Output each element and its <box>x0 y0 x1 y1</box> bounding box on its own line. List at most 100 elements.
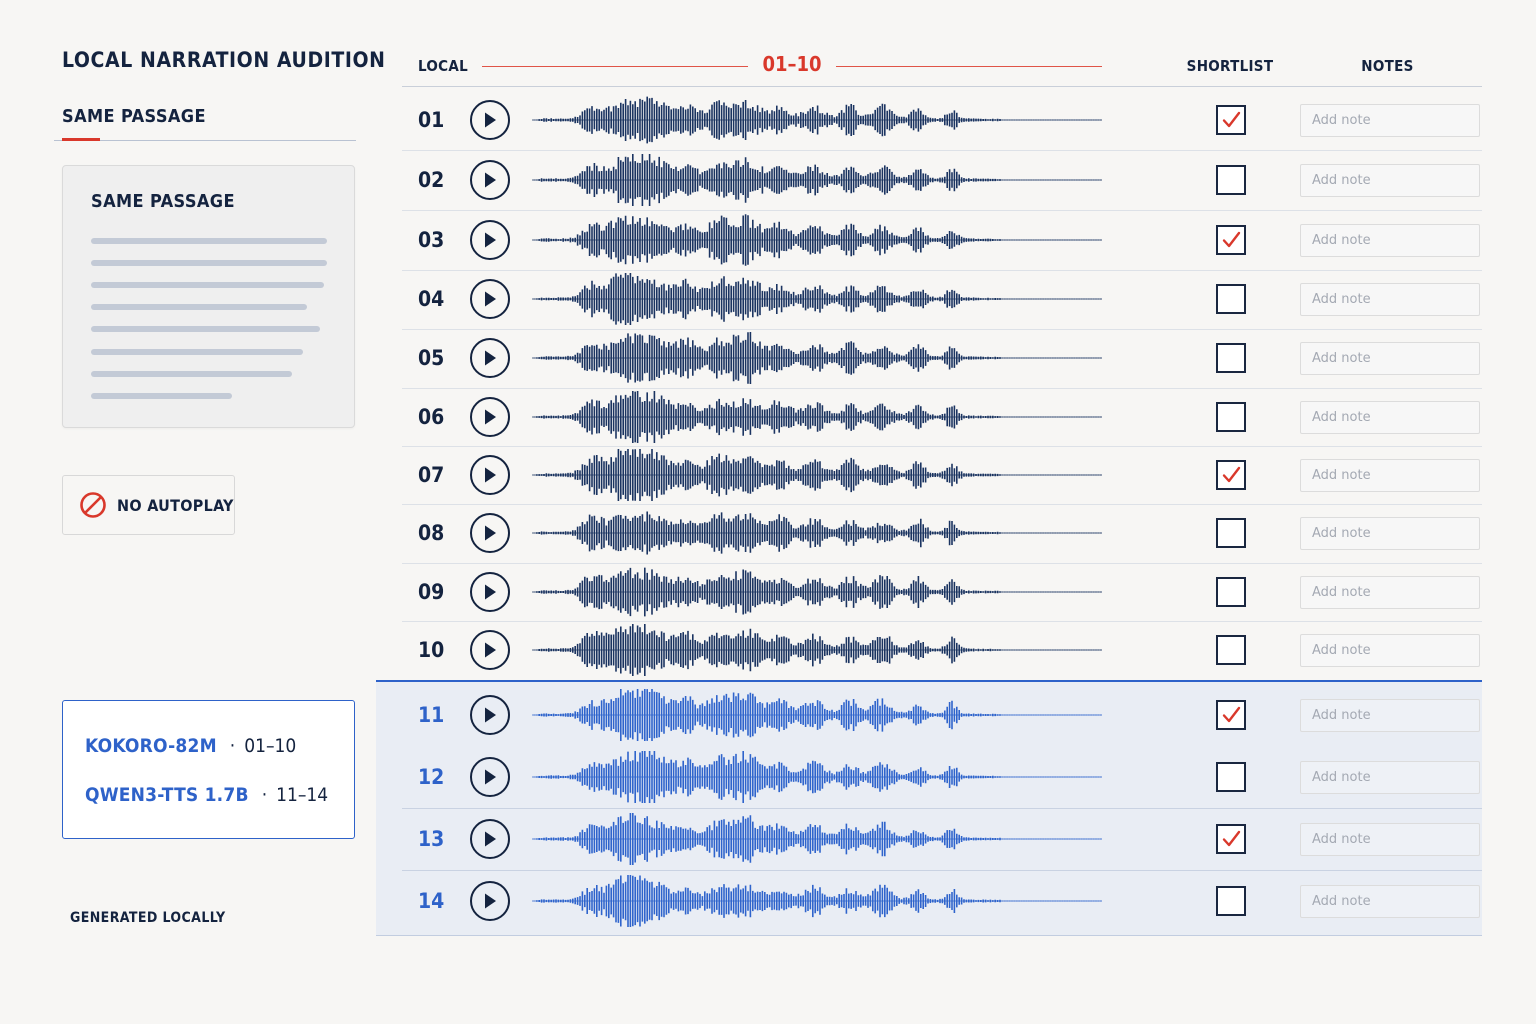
waveform-icon[interactable] <box>532 750 1102 804</box>
waveform-icon[interactable] <box>532 153 1102 207</box>
active-tab-indicator <box>62 138 100 141</box>
note-input[interactable] <box>1300 761 1480 794</box>
play-button[interactable] <box>470 100 510 140</box>
play-button[interactable] <box>470 757 510 797</box>
note-input[interactable] <box>1300 224 1480 257</box>
passage-text-line <box>91 349 303 355</box>
play-icon <box>485 409 496 425</box>
note-input[interactable] <box>1300 164 1480 197</box>
waveform-icon[interactable] <box>532 448 1102 502</box>
waveform-icon[interactable] <box>532 331 1102 385</box>
shortlist-checkbox[interactable] <box>1216 105 1246 135</box>
play-button[interactable] <box>470 338 510 378</box>
passage-card: SAME PASSAGE <box>62 165 355 428</box>
shortlist-checkbox[interactable] <box>1216 635 1246 665</box>
app-title: LOCAL NARRATION AUDITION <box>62 48 386 72</box>
header-rule-left <box>482 66 748 67</box>
waveform-icon[interactable] <box>532 390 1102 444</box>
model-legend-item: KOKORO-82M · 01–10 <box>85 735 296 757</box>
header-rule-right <box>836 66 1102 67</box>
column-header-shortlist: SHORTLIST <box>1186 57 1274 75</box>
note-input[interactable] <box>1300 104 1480 137</box>
shortlist-checkbox[interactable] <box>1216 284 1246 314</box>
model-range: 01–10 <box>244 735 297 757</box>
note-input[interactable] <box>1300 885 1480 918</box>
note-input[interactable] <box>1300 634 1480 667</box>
checkmark-icon <box>1222 231 1241 248</box>
take-number: 02 <box>418 168 445 192</box>
model-legend: KOKORO-82M · 01–10 QWEN3-TTS 1.7B · 11–14 <box>62 700 355 839</box>
note-input[interactable] <box>1300 823 1480 856</box>
model-legend-item: QWEN3-TTS 1.7B · 11–14 <box>85 784 328 806</box>
shortlist-checkbox[interactable] <box>1216 762 1246 792</box>
note-input[interactable] <box>1300 283 1480 316</box>
shortlist-checkbox[interactable] <box>1216 343 1246 373</box>
row-divider <box>402 329 1482 330</box>
shortlist-checkbox[interactable] <box>1216 165 1246 195</box>
qwen-rows-bottom-border <box>376 935 1482 936</box>
play-icon <box>485 112 496 128</box>
play-icon <box>485 350 496 366</box>
model-range: 11–14 <box>276 784 329 806</box>
take-number: 08 <box>418 521 445 545</box>
checkmark-icon <box>1222 466 1241 483</box>
note-input[interactable] <box>1300 401 1480 434</box>
play-button[interactable] <box>470 220 510 260</box>
note-input[interactable] <box>1300 459 1480 492</box>
shortlist-checkbox[interactable] <box>1216 577 1246 607</box>
generated-locally-note: GENERATED LOCALLY <box>70 910 226 926</box>
passage-text-line <box>91 371 292 377</box>
shortlist-checkbox[interactable] <box>1216 824 1246 854</box>
play-icon <box>485 584 496 600</box>
passage-text-line <box>91 326 320 332</box>
waveform-icon[interactable] <box>532 812 1102 866</box>
play-button[interactable] <box>470 279 510 319</box>
row-divider <box>402 504 1482 505</box>
tab-same-passage[interactable]: SAME PASSAGE <box>62 106 206 127</box>
waveform-icon[interactable] <box>532 874 1102 928</box>
shortlist-checkbox[interactable] <box>1216 518 1246 548</box>
waveform-icon[interactable] <box>532 213 1102 267</box>
no-autoplay-label: NO AUTOPLAY <box>117 495 234 515</box>
shortlist-checkbox[interactable] <box>1216 886 1246 916</box>
passage-text-line <box>91 393 232 399</box>
waveform-icon[interactable] <box>532 688 1102 742</box>
column-header-local: LOCAL <box>418 57 468 75</box>
play-icon <box>485 172 496 188</box>
play-button[interactable] <box>470 397 510 437</box>
shortlist-checkbox[interactable] <box>1216 225 1246 255</box>
shortlist-checkbox[interactable] <box>1216 460 1246 490</box>
play-button[interactable] <box>470 630 510 670</box>
shortlist-checkbox[interactable] <box>1216 402 1246 432</box>
note-input[interactable] <box>1300 699 1480 732</box>
waveform-icon[interactable] <box>532 272 1102 326</box>
take-number: 05 <box>418 346 445 370</box>
play-button[interactable] <box>470 160 510 200</box>
shortlist-checkbox[interactable] <box>1216 700 1246 730</box>
take-number: 12 <box>418 765 445 789</box>
play-button[interactable] <box>470 455 510 495</box>
note-input[interactable] <box>1300 576 1480 609</box>
waveform-icon[interactable] <box>532 565 1102 619</box>
no-autoplay-button[interactable]: NO AUTOPLAY <box>62 475 235 535</box>
waveform-icon[interactable] <box>532 93 1102 147</box>
prohibited-icon <box>80 492 106 518</box>
row-divider <box>402 388 1482 389</box>
waveform-icon[interactable] <box>532 623 1102 677</box>
model-name: QWEN3-TTS 1.7B <box>85 784 249 806</box>
play-button[interactable] <box>470 819 510 859</box>
play-button[interactable] <box>470 572 510 612</box>
row-divider <box>402 808 1482 809</box>
row-divider <box>402 150 1482 151</box>
row-divider <box>402 270 1482 271</box>
note-input[interactable] <box>1300 517 1480 550</box>
row-divider <box>402 446 1482 447</box>
note-input[interactable] <box>1300 342 1480 375</box>
passage-text-line <box>91 260 327 266</box>
play-icon <box>485 467 496 483</box>
play-button[interactable] <box>470 695 510 735</box>
play-button[interactable] <box>470 513 510 553</box>
play-button[interactable] <box>470 881 510 921</box>
header-divider <box>402 86 1482 87</box>
waveform-icon[interactable] <box>532 506 1102 560</box>
